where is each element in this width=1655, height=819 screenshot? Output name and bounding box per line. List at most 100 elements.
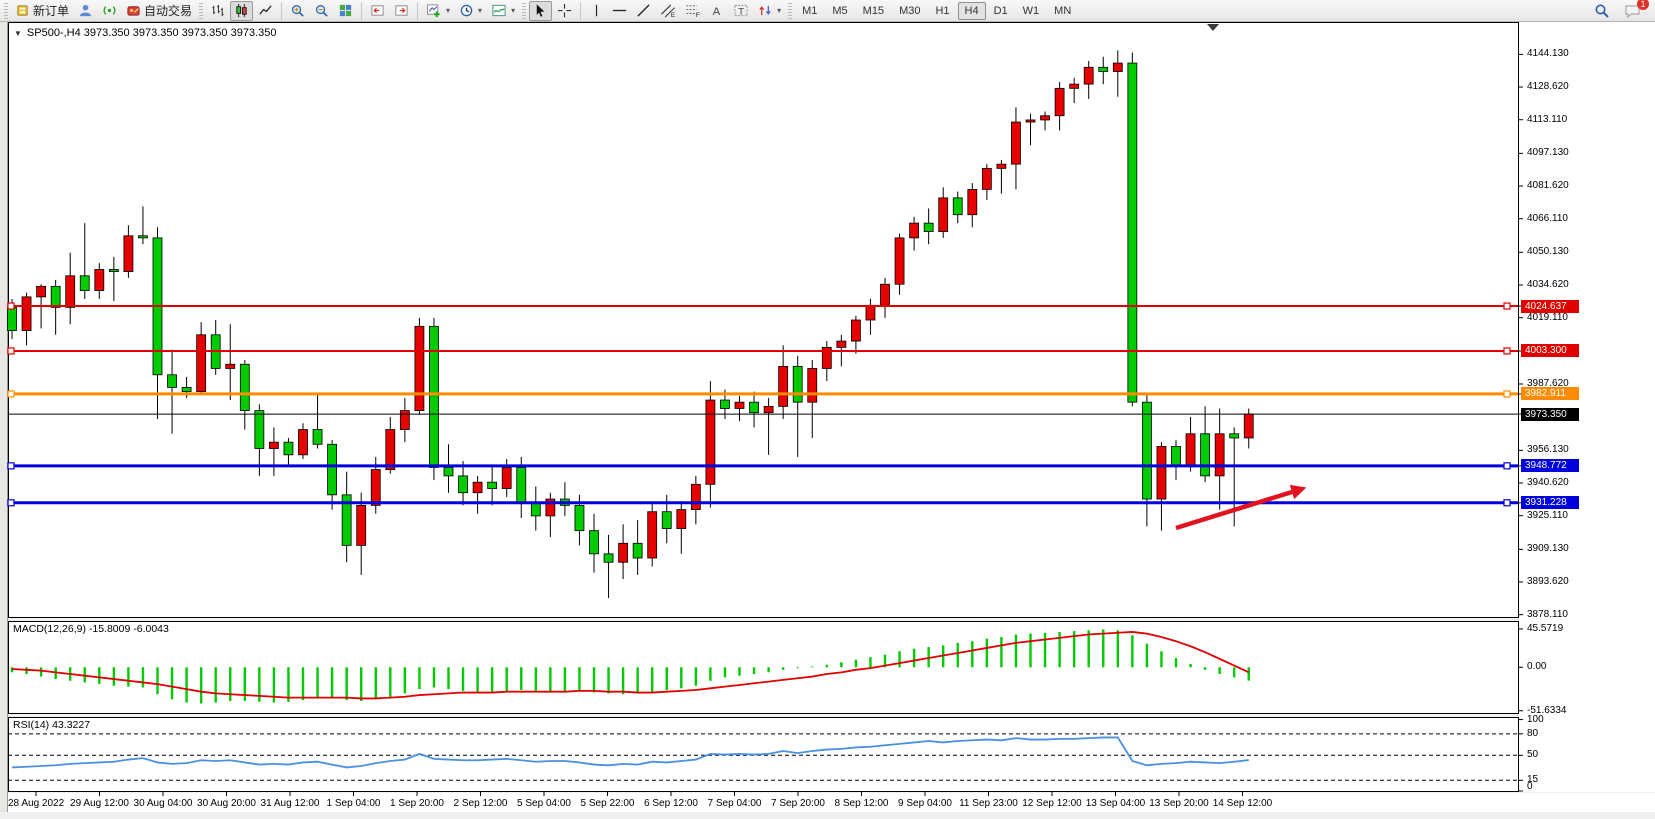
equidistant-channel-button[interactable]: E xyxy=(656,1,680,21)
line-chart-button[interactable] xyxy=(254,1,277,21)
timeframe-MN[interactable]: MN xyxy=(1054,4,1072,17)
toolbar-handle[interactable] xyxy=(522,2,527,19)
dropdown-caret-icon: ▾ xyxy=(446,6,451,15)
price-level-badge: 3931.228 xyxy=(1521,496,1579,510)
autotrading-icon xyxy=(127,6,140,16)
price-level-badge: 3973.350 xyxy=(1521,407,1579,421)
price-tick-label: 4144.130 xyxy=(1527,48,1569,60)
template-icon xyxy=(492,4,506,17)
add-indicator-button[interactable]: ▾ xyxy=(422,1,454,21)
time-tick-label: 14 Sep 12:00 xyxy=(1212,798,1273,809)
price-tick-label: 3956.130 xyxy=(1527,444,1569,456)
price-level-badge: 4003.300 xyxy=(1521,344,1579,358)
price-tick-label: 3893.620 xyxy=(1527,575,1569,587)
time-tick-label: 12 Sep 12:00 xyxy=(1022,798,1082,809)
channel-icon: E xyxy=(661,4,676,18)
timeframe-M30[interactable]: M30 xyxy=(899,4,921,17)
price-tick-label: 4034.620 xyxy=(1527,279,1569,291)
zoom-in-button[interactable] xyxy=(286,1,309,21)
fibonacci-button[interactable]: F xyxy=(681,1,705,21)
horizontal-line-button[interactable] xyxy=(608,1,631,21)
time-tick-label: 13 Sep 04:00 xyxy=(1085,798,1146,809)
period-button[interactable]: ▾ xyxy=(455,1,486,21)
macd-pane[interactable] xyxy=(8,621,1519,714)
timeframe-D1[interactable]: D1 xyxy=(993,4,1008,17)
rsi-scale-label: 50 xyxy=(1527,749,1539,761)
time-tick-label: 2 Sep 12:00 xyxy=(453,798,508,809)
price-tick-label: 4019.110 xyxy=(1527,311,1568,323)
price-tick-label: 3909.130 xyxy=(1527,543,1569,555)
collapse-icon[interactable]: ▼ xyxy=(14,28,22,38)
profile-icon xyxy=(79,4,92,17)
toolbar-handle[interactable] xyxy=(199,2,204,19)
toolbar-handle[interactable] xyxy=(788,2,793,19)
time-tick-label: 9 Sep 04:00 xyxy=(898,798,952,809)
time-tick-label: 5 Sep 04:00 xyxy=(517,798,571,809)
candle-chart-icon xyxy=(236,3,247,18)
rsi-pane[interactable] xyxy=(8,717,1519,792)
macd-scale-label: -51.6334 xyxy=(1527,704,1567,716)
trendline-button[interactable] xyxy=(632,1,655,21)
profile-button[interactable] xyxy=(74,1,97,21)
new-order-button[interactable]: 新订单 xyxy=(11,1,73,21)
zoom-in-icon xyxy=(292,5,304,17)
tile-windows-icon xyxy=(339,4,352,17)
crosshair-button[interactable] xyxy=(553,1,576,21)
timeframe-H1[interactable]: H1 xyxy=(935,4,950,17)
dropdown-caret-icon: ▾ xyxy=(478,6,483,15)
price-tick-label: 4066.110 xyxy=(1527,212,1568,224)
rsi-scale-label: 100 xyxy=(1527,713,1544,725)
main-chart-pane[interactable] xyxy=(8,22,1519,618)
macd-scale-label: 0.00 xyxy=(1527,661,1547,673)
toolbar-right: 1 xyxy=(1590,0,1653,21)
timeframe-M5[interactable]: M5 xyxy=(832,4,848,17)
price-tick-label: 3878.110 xyxy=(1527,608,1568,620)
time-axis[interactable] xyxy=(8,793,1655,813)
new-order-label: 新订单 xyxy=(33,4,70,18)
clock-icon xyxy=(460,4,473,17)
search-button[interactable] xyxy=(1590,1,1614,21)
cursor-button[interactable] xyxy=(529,0,553,21)
text-label-button[interactable]: T xyxy=(729,1,753,21)
autotrading-label: 自动交易 xyxy=(144,4,193,18)
price-tick-label: 4097.130 xyxy=(1527,147,1569,159)
vertical-line-button[interactable] xyxy=(585,1,607,21)
profiles-next-button[interactable] xyxy=(390,1,413,21)
broadcast-button[interactable] xyxy=(98,1,121,21)
autotrading-button[interactable]: 自动交易 xyxy=(122,1,196,21)
bar-chart-button[interactable] xyxy=(206,1,229,21)
arrows-icon xyxy=(759,5,771,16)
timeframe-H4[interactable]: H4 xyxy=(957,1,986,20)
timeframe-W1[interactable]: W1 xyxy=(1022,4,1040,17)
dropdown-caret-icon: ▾ xyxy=(777,6,782,15)
fibonacci-icon: F xyxy=(686,5,700,18)
rsi-scale-label: 80 xyxy=(1527,727,1539,739)
tile-windows-button[interactable] xyxy=(334,1,357,21)
text-button[interactable]: A xyxy=(706,1,728,21)
price-axis[interactable] xyxy=(1519,22,1655,792)
arrows-button[interactable]: ▾ xyxy=(754,1,785,21)
svg-text:F: F xyxy=(696,12,700,18)
profile-chart-left-icon xyxy=(371,5,384,16)
text-icon: A xyxy=(713,6,721,18)
timeframe-M15[interactable]: M15 xyxy=(862,4,885,17)
template-button[interactable]: ▾ xyxy=(487,1,519,21)
price-tick-label: 3940.620 xyxy=(1527,477,1569,488)
time-tick-label: 6 Sep 12:00 xyxy=(644,798,698,809)
zoom-out-button[interactable] xyxy=(310,1,333,21)
timeframe-toolbar: M1 M5 M15 M30 H1 H4 D1 W1 MN xyxy=(795,1,1078,20)
bar-chart-icon xyxy=(212,4,224,17)
price-level-badge: 3982.911 xyxy=(1521,387,1579,401)
notification-badge: 1 xyxy=(1637,0,1649,10)
toolbar-handle[interactable] xyxy=(4,2,8,19)
profiles-previous-button[interactable] xyxy=(366,1,389,21)
timeframe-M1[interactable]: M1 xyxy=(802,4,818,17)
notifications-button[interactable]: 1 xyxy=(1620,0,1649,21)
candle-chart-button[interactable] xyxy=(230,0,254,21)
chart-shift-marker[interactable] xyxy=(1207,24,1219,31)
price-tick-label: 3987.620 xyxy=(1527,378,1569,389)
macd-label: MACD(12,26,9) -15.8009 -6.0043 xyxy=(13,623,169,635)
toolbar: 新订单 自动交易 xyxy=(0,0,1655,22)
time-tick-label: 1 Sep 20:00 xyxy=(390,798,444,809)
